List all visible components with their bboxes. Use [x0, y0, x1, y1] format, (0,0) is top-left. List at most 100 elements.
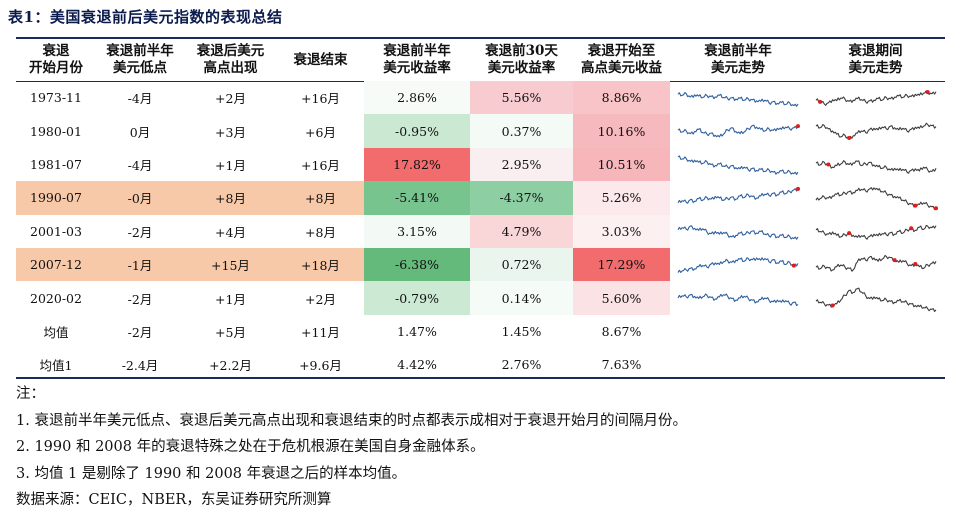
- col-header-pre-low: 衰退前半年 美元低点: [106, 43, 174, 76]
- pre-trend-chart-svg: [677, 123, 800, 138]
- table-row: 2001-03 -2月 +4月 +8月 3.15% 4.79% 3.03%: [16, 214, 945, 248]
- during-trend-chart-line: [815, 122, 936, 139]
- table-title: 表1：美国衰退前后美元指数的表现总结: [8, 8, 283, 26]
- pre-trend-chart: [670, 181, 806, 214]
- cell-30d-return: 0.37%: [470, 114, 573, 148]
- col-header-6m-return: 衰退前半年 美元收益率: [383, 43, 451, 76]
- cell-end: +2月: [305, 291, 336, 307]
- header-row: 衰退 开始月份 衰退前半年 美元低点 衰退后美元 高点出现 衰退结束 衰退前半年 美元收…: [16, 39, 945, 81]
- cell-30d-return: 4.79%: [470, 214, 573, 248]
- cell-30d-return: 1.45%: [501, 323, 542, 339]
- during-trend-chart-svg: [815, 187, 938, 211]
- cell-summary-label: 均值1: [39, 358, 73, 374]
- pre-trend-chart-marker-0: [796, 187, 800, 192]
- cell-6m-return: -0.95%: [364, 114, 470, 148]
- pre-trend-chart-svg: [677, 292, 799, 306]
- cell-6m-return: 1.47%: [397, 323, 437, 339]
- col-header-peak-return: 衰退开始至 高点美元收益: [581, 43, 662, 76]
- pre-trend-chart-line: [677, 188, 799, 205]
- cell-summary-label: 均值: [43, 324, 69, 340]
- cell-30d-return: 2.76%: [501, 357, 542, 373]
- cell-peak-return: 10.16%: [573, 114, 670, 148]
- cell-empty: [670, 348, 806, 381]
- cell-post-high: +2.2月: [209, 358, 252, 374]
- cell-pre-low: -2月: [127, 291, 153, 307]
- during-trend-chart-svg: [815, 255, 936, 272]
- cell-end: +16月: [301, 157, 340, 173]
- cell-6m-return: -6.38%: [364, 247, 470, 282]
- cell-post-high: +2月: [215, 91, 246, 107]
- during-trend-chart-line: [815, 187, 936, 211]
- cell-post-high: +5月: [215, 324, 246, 340]
- note-2: 2. 1990 和 2008 年的衰退特殊之处在于危机根源在美国自身金融体系。: [16, 439, 485, 455]
- cell-6m-return: 2.86%: [364, 81, 470, 115]
- table-row: 2007-12 -1月 +15月 +18月 -6.38% 0.72% 17.29%: [16, 247, 945, 282]
- cell-empty: [670, 315, 806, 348]
- cell-6m-return: 4.42%: [397, 357, 437, 373]
- during-trend-chart-marker-0: [846, 135, 851, 140]
- note-1: 1. 衰退前半年美元低点、衰退后美元高点出现和衰退结束的时点都表示成相对于衰退开…: [16, 412, 687, 429]
- cell-empty: [806, 348, 945, 381]
- cell-end: +11月: [301, 324, 340, 340]
- pre-trend-chart: [670, 248, 806, 281]
- cell-30d-return: 5.56%: [470, 81, 573, 115]
- cell-peak-return: 7.63%: [601, 357, 642, 373]
- pre-trend-chart: [670, 148, 806, 181]
- pre-trend-chart-line: [677, 257, 799, 274]
- cell-post-high: +15月: [184, 247, 277, 282]
- table-row: 1973-11 -4月 +2月 +16月 2.86% 5.56% 8.86%: [16, 81, 945, 115]
- cell-empty: [806, 315, 945, 348]
- during-trend-chart-svg: [815, 122, 936, 140]
- col-header-during-trend: 衰退期间 美元走势: [848, 43, 903, 76]
- cell-peak-return: 3.03%: [573, 214, 670, 248]
- during-trend-chart: [806, 248, 945, 281]
- cell-start-month: 1981-07: [30, 156, 82, 172]
- cell-post-high: +1月: [215, 157, 246, 173]
- cell-post-high: +1月: [215, 291, 246, 307]
- pre-trend-chart-svg: [677, 187, 800, 205]
- pre-trend-chart: [670, 215, 806, 248]
- cell-end: +18月: [277, 247, 364, 282]
- during-trend-chart: [806, 148, 945, 181]
- cell-pre-low: -2月: [127, 324, 153, 340]
- col-header-end: 衰退结束: [293, 51, 348, 68]
- cell-30d-return: 0.14%: [470, 281, 573, 315]
- cell-start-month: 1980-01: [30, 123, 82, 139]
- cell-start-month: 2007-12: [16, 247, 96, 282]
- pre-trend-chart-svg: [677, 92, 799, 108]
- during-trend-chart-marker-0: [825, 162, 830, 167]
- cell-post-high: +4月: [215, 224, 246, 240]
- pre-trend-chart-line: [677, 225, 799, 240]
- pre-trend-chart-svg: [677, 257, 799, 274]
- cell-post-high: +3月: [215, 124, 246, 140]
- cell-peak-return: 8.86%: [573, 81, 670, 115]
- table-row: 1990-07 -0月 +8月 +8月 -5.41% -4.37% 5.26%: [16, 181, 945, 215]
- during-trend-chart: [806, 114, 945, 147]
- cell-peak-return: 10.51%: [573, 147, 670, 182]
- pre-trend-chart-marker-0: [791, 263, 796, 268]
- cell-6m-return: -5.41%: [364, 181, 470, 215]
- during-trend-chart: [806, 215, 945, 248]
- cell-pre-low: -0月: [96, 181, 184, 215]
- data-source: 数据来源：CEIC，NBER，东吴证券研究所测算: [16, 492, 332, 508]
- cell-peak-return: 5.26%: [573, 181, 670, 215]
- cell-pre-low: -1月: [96, 247, 184, 282]
- during-trend-chart-marker-1: [925, 90, 930, 95]
- during-trend-chart: [806, 281, 945, 314]
- notes: 注： 1. 衰退前半年美元低点、衰退后美元高点出现和衰退结束的时点都表示成相对于…: [16, 381, 687, 514]
- cell-pre-low: -4月: [127, 91, 153, 107]
- during-trend-chart-marker-0: [892, 258, 897, 263]
- during-trend-chart-svg: [815, 90, 936, 107]
- cell-6m-return: -0.79%: [364, 281, 470, 315]
- during-trend-chart-marker-1: [912, 262, 917, 267]
- cell-pre-low: 0月: [129, 124, 151, 140]
- during-trend-chart-marker-0: [912, 203, 917, 208]
- summary-table: 衰退 开始月份 衰退前半年 美元低点 衰退后美元 高点出现 衰退结束 衰退前半年 美元收…: [16, 39, 945, 382]
- table-row: 2020-02 -2月 +1月 +2月 -0.79% 0.14% 5.60%: [16, 281, 945, 315]
- col-header-pre-trend: 衰退前半年 美元走势: [704, 43, 772, 76]
- table-row: 1980-01 0月 +3月 +6月 -0.95% 0.37% 10.16%: [16, 114, 945, 148]
- summary-row: 均值 -2月 +5月 +11月 1.47% 1.45% 8.67%: [16, 315, 945, 348]
- cell-6m-return: 17.82%: [364, 147, 470, 182]
- pre-trend-chart-marker-0: [796, 123, 800, 128]
- pre-trend-chart-svg: [677, 225, 799, 240]
